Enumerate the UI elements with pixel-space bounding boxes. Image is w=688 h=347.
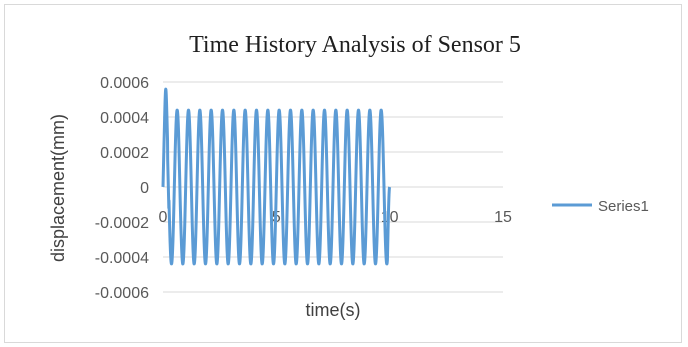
y-tick-label: -0.0004 [95,250,149,267]
series-line-series1 [161,87,392,266]
legend: Series1 [552,198,649,215]
y-tick-label: 0.0006 [100,75,149,92]
x-tick-labels: 0 5 10 15 [159,209,512,226]
y-tick-label: -0.0002 [95,215,149,232]
y-tick-label: -0.0006 [95,285,149,302]
legend-label-series1: Series1 [598,198,649,215]
chart-title: Time History Analysis of Sensor 5 [189,32,521,58]
x-tick-label: 0 [159,209,168,226]
y-tick-label: 0.0002 [100,145,149,162]
x-tick-label: 15 [494,209,512,226]
y-tick-labels: 0.0006 0.0004 0.0002 0 -0.0002 -0.0004 -0.0006 [95,75,149,302]
chart-frame [4,4,682,343]
x-axis-label: time(s) [306,300,361,320]
y-tick-label: 0 [140,180,149,197]
y-tick-label: 0.0004 [100,110,149,127]
series-group [161,87,392,266]
y-axis-label: displacement(mm) [48,114,68,262]
